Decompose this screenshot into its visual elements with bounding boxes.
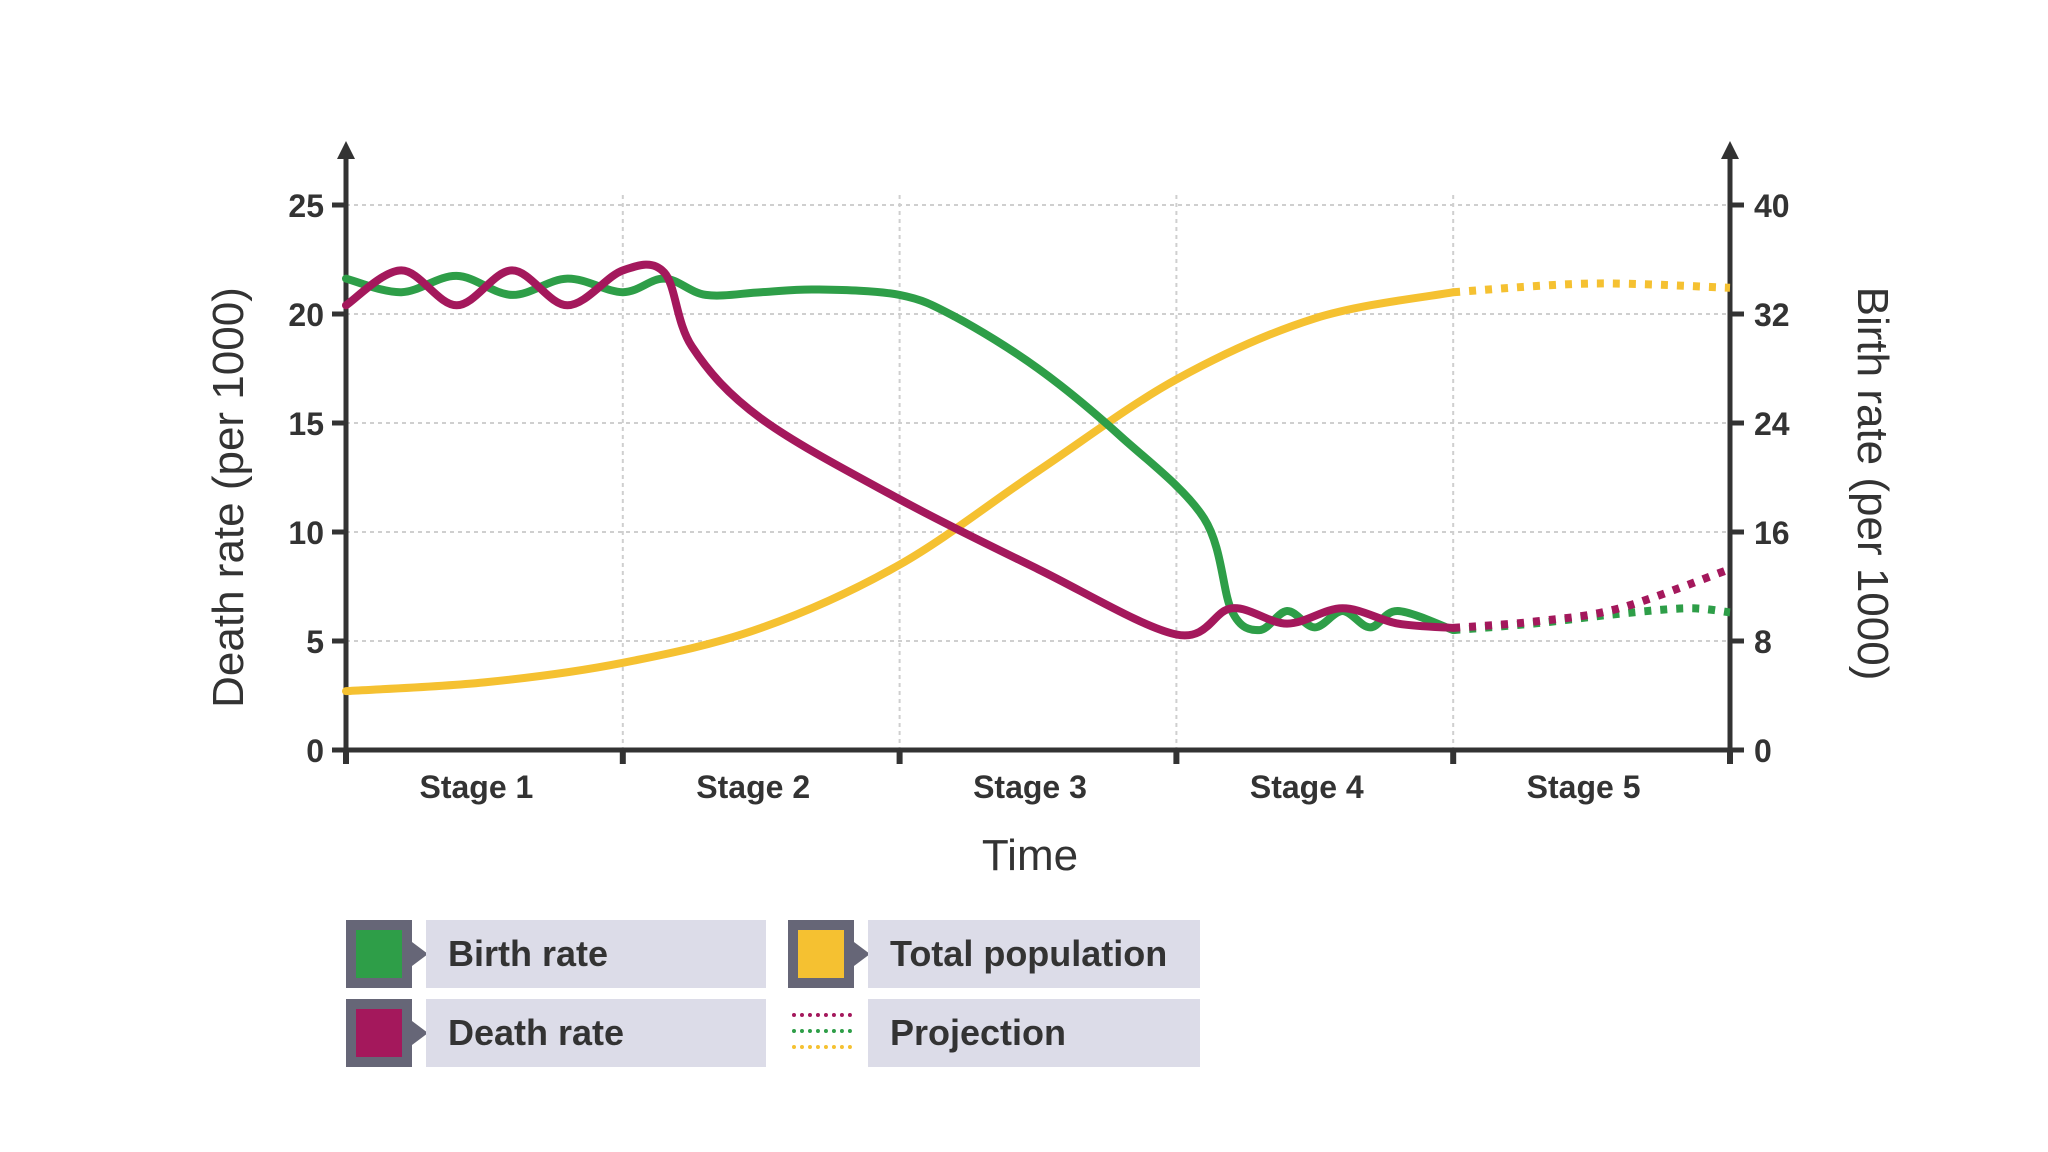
series-lines xyxy=(342,260,1732,696)
y-right-tick-label: 8 xyxy=(1754,624,1772,660)
grid xyxy=(346,195,1730,750)
legend-swatch-fill-total-population xyxy=(798,930,844,978)
y-axis-right-arrow xyxy=(1721,141,1739,159)
y-right-tick-label: 0 xyxy=(1754,733,1772,769)
legend-swatch-death-rate xyxy=(346,999,412,1067)
projection-line-total-population xyxy=(1452,279,1731,297)
y-axis-left-title: Death rate (per 1000) xyxy=(204,287,253,708)
legend-label-total-population: Total population xyxy=(868,920,1200,988)
legend-item-projection: Projection xyxy=(788,999,1200,1067)
y-left-tick-label: 10 xyxy=(288,515,324,551)
y-axis-left-arrow xyxy=(337,141,355,159)
x-tick-label: Stage 5 xyxy=(1527,769,1641,805)
legend-label-birth-rate: Birth rate xyxy=(426,920,766,988)
axes xyxy=(337,141,1739,753)
y-left-tick-label: 15 xyxy=(288,406,324,442)
legend-swatch-projection xyxy=(788,999,854,1067)
series-line-total-population xyxy=(342,288,1458,696)
projection-sample-death xyxy=(792,1013,852,1017)
series-line-death-rate xyxy=(342,260,1458,640)
projection-sample-birth xyxy=(792,1029,852,1033)
y-right-tick-label: 40 xyxy=(1754,188,1790,224)
legend-arrow-total-population xyxy=(854,942,870,966)
projection-line-death-rate xyxy=(1452,565,1732,632)
x-tick-label: Stage 3 xyxy=(973,769,1087,805)
legend-arrow-birth-rate xyxy=(412,942,428,966)
y-right-tick-label: 32 xyxy=(1754,297,1790,333)
projection-line-birth-rate xyxy=(1452,604,1731,635)
legend-swatch-fill-death-rate xyxy=(356,1009,402,1057)
legend-label-death-rate: Death rate xyxy=(426,999,766,1067)
y-right-tick-label: 16 xyxy=(1754,515,1790,551)
x-tick-label: Stage 2 xyxy=(696,769,810,805)
y-left-tick-label: 20 xyxy=(288,297,324,333)
y-axis-right-title: Birth rate (per 1000) xyxy=(1848,287,1897,681)
y-left-tick-label: 0 xyxy=(306,733,324,769)
x-tick-label: Stage 1 xyxy=(419,769,533,805)
x-axis-title: Time xyxy=(982,831,1078,880)
legend-swatch-fill-birth-rate xyxy=(356,930,402,978)
legend-item-death-rate: Death rate xyxy=(346,999,766,1067)
legend-swatch-total-population xyxy=(788,920,854,988)
y-left-tick-label: 25 xyxy=(288,188,324,224)
series-line-birth-rate xyxy=(342,271,1458,635)
legend-arrow-death-rate xyxy=(412,1021,428,1045)
y-left-tick-label: 5 xyxy=(306,624,324,660)
legend-label-projection: Projection xyxy=(868,999,1200,1067)
legend-item-total-population: Total population xyxy=(788,920,1200,988)
legend-swatch-birth-rate xyxy=(346,920,412,988)
legend-item-birth-rate: Birth rate xyxy=(346,920,766,988)
y-right-tick-label: 24 xyxy=(1754,406,1790,442)
x-tick-label: Stage 4 xyxy=(1250,769,1364,805)
projection-sample-population xyxy=(792,1045,852,1049)
ticks: 0 5 10 15 20 25 0 8 16 24 32 40 Stage 1 Stage 2 Stage … xyxy=(288,188,1789,805)
